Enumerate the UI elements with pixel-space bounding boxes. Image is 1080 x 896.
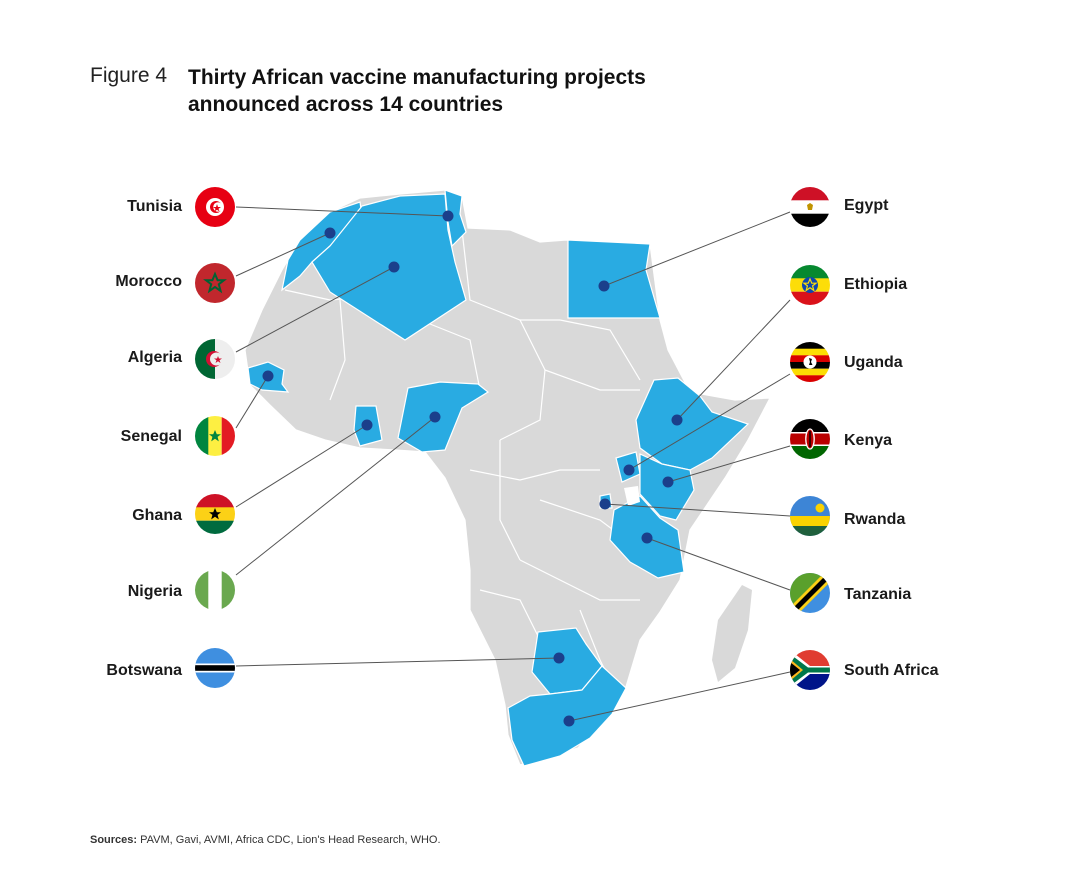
rwanda-flag xyxy=(790,496,830,536)
marker-ghana xyxy=(361,419,373,431)
leader-line-south-africa xyxy=(568,671,791,722)
leader-line-uganda xyxy=(628,373,791,471)
tunisia-flag xyxy=(195,187,235,227)
marker-kenya xyxy=(662,476,674,488)
label-rwanda: Rwanda xyxy=(844,511,905,528)
leader-line-morocco xyxy=(235,232,331,277)
country-shape-ethiopia xyxy=(635,377,750,471)
label-uganda: Uganda xyxy=(844,354,903,371)
marker-tanzania xyxy=(641,532,653,544)
label-egypt: Egypt xyxy=(844,197,889,214)
marker-morocco xyxy=(324,227,336,239)
leader-line-ethiopia xyxy=(676,299,791,421)
leader-line-tanzania xyxy=(646,537,791,591)
markers xyxy=(262,210,683,727)
label-ethiopia: Ethiopia xyxy=(844,276,907,293)
sources-note: Sources: PAVM, Gavi, AVMI, Africa CDC, L… xyxy=(90,834,441,846)
leader-line-algeria xyxy=(235,266,395,353)
marker-tunisia xyxy=(442,210,454,222)
country-labels: Tunisia Morocco Algeria Senegal Ghana Ni… xyxy=(106,197,938,679)
label-south-africa: South Africa xyxy=(844,662,939,679)
leader-line-egypt xyxy=(603,211,791,287)
ethiopia-flag xyxy=(790,265,830,305)
uganda-flag xyxy=(790,342,830,382)
nigeria-flag xyxy=(195,570,235,610)
leader-line-rwanda xyxy=(604,503,791,517)
botswana-flag xyxy=(195,648,235,688)
label-nigeria: Nigeria xyxy=(128,583,182,600)
marker-ethiopia xyxy=(671,414,683,426)
kenya-flag xyxy=(790,419,830,459)
label-ghana: Ghana xyxy=(132,507,182,524)
label-kenya: Kenya xyxy=(844,432,892,449)
ghana-flag xyxy=(195,494,235,534)
figure-label: Figure 4 xyxy=(90,64,168,87)
marker-algeria xyxy=(388,261,400,273)
south-africa-flag xyxy=(790,650,830,690)
senegal-flag xyxy=(195,416,235,456)
leader-line-botswana xyxy=(235,657,560,667)
marker-rwanda xyxy=(599,498,611,510)
label-tunisia: Tunisia xyxy=(127,198,182,215)
label-morocco: Morocco xyxy=(115,273,182,290)
leader-line-senegal xyxy=(235,375,269,429)
leader-lines xyxy=(235,206,791,722)
country-shape-nigeria xyxy=(397,381,490,453)
country-shape-tunisia xyxy=(444,189,467,248)
sources-prefix: Sources: xyxy=(90,834,138,846)
leader-line-tunisia xyxy=(235,206,449,217)
figure-title-line-2: announced across 14 countries xyxy=(188,93,504,116)
leader-line-kenya xyxy=(667,445,791,483)
label-senegal: Senegal xyxy=(121,428,182,445)
label-tanzania: Tanzania xyxy=(844,586,911,603)
marker-uganda xyxy=(623,464,635,476)
marker-botswana xyxy=(553,652,565,664)
egypt-flag xyxy=(790,187,830,227)
algeria-flag xyxy=(195,339,235,379)
label-botswana: Botswana xyxy=(106,662,182,679)
marker-senegal xyxy=(262,370,274,382)
country-borders xyxy=(284,229,641,701)
sources-text: PAVM, Gavi, AVMI, Africa CDC, Lion's Hea… xyxy=(137,834,441,846)
figure-title-line-1: Thirty African vaccine manufacturing pro… xyxy=(188,66,646,89)
marker-egypt xyxy=(598,280,610,292)
lake-victoria xyxy=(624,486,640,506)
madagascar xyxy=(712,585,752,682)
label-algeria: Algeria xyxy=(128,349,182,366)
figure-title: Thirty African vaccine manufacturing pro… xyxy=(188,64,748,118)
morocco-flag xyxy=(195,263,235,303)
country-shape-egypt xyxy=(567,239,661,319)
leader-line-nigeria xyxy=(235,416,436,576)
marker-nigeria xyxy=(429,411,441,423)
tanzania-flag xyxy=(790,573,830,613)
marker-south-africa xyxy=(563,715,575,727)
leader-line-ghana xyxy=(235,424,368,508)
